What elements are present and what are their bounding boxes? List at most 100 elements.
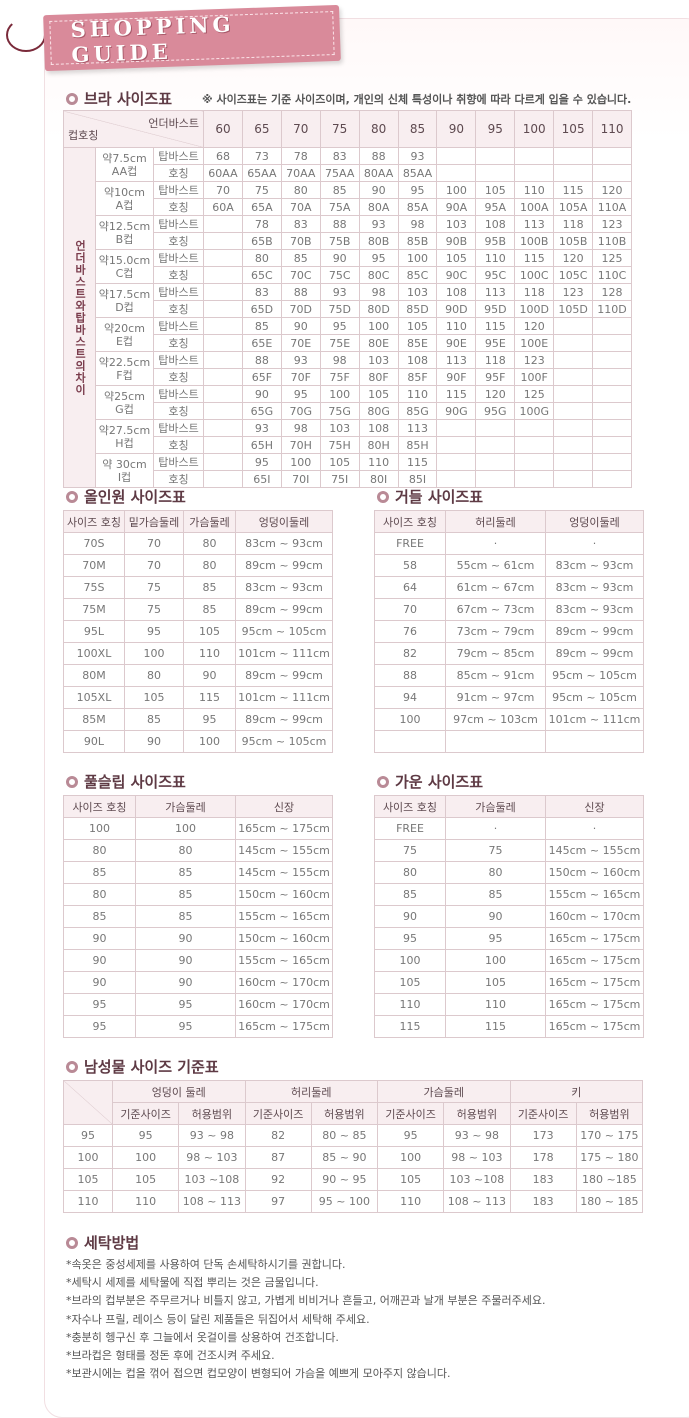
table-cell: 92 (244, 1168, 312, 1191)
underbust-header: 85 (397, 110, 438, 148)
table-cell: 80 (124, 664, 184, 687)
group-header: 가슴둘레 (377, 1080, 511, 1103)
allinone-title: 올인원 사이즈표 (84, 488, 186, 506)
table-cell: 95cm ~ 105cm (235, 730, 333, 753)
size-name-cell: 80E (358, 334, 399, 352)
topbust-cell: 125 (592, 249, 632, 267)
cup-cell: 약22.5cm F컵 (95, 351, 154, 386)
table-cell: 105 (183, 620, 236, 643)
topbust-cell (514, 147, 555, 165)
size-name-cell: 65AA (241, 164, 282, 182)
topbust-cell (553, 147, 594, 165)
underbust-label: 언더바스트 (148, 117, 200, 130)
size-name-cell: 75A (319, 198, 360, 216)
topbust-cell (203, 453, 243, 471)
table-cell: 165cm ~ 175cm (235, 1015, 333, 1038)
table-cell: 85 (374, 883, 446, 906)
size-name-cell: 95A (475, 198, 516, 216)
table-cell: 183 (509, 1190, 577, 1213)
fullslip-section-title: 풀슬립 사이즈표 (66, 771, 186, 792)
topbust-cell: 110 (397, 385, 438, 403)
table-row: 110 110 108 ~ 113 97 95 ~ 100 110 108 ~ 113 183… (63, 1190, 644, 1213)
table-cell: · (445, 532, 546, 555)
fullslip-size-table: 사이즈 호칭 가슴둘레 신장 100 100 165cm ~ 175cm 80 80 145cm… (63, 795, 333, 1038)
topbust-cell: 108 (475, 215, 516, 233)
table-row: 호칭 60AA 65AA 70AA 75AA 80AA 85AA (64, 164, 632, 182)
table-row: 80M 80 90 89cm ~ 99cm (63, 664, 333, 687)
sub-header: 허용범위 (178, 1102, 246, 1125)
row-label-name: 호칭 (152, 470, 205, 488)
underbust-header: 70 (280, 110, 321, 148)
size-name-cell: 70G (280, 402, 321, 420)
topbust-cell: 128 (592, 283, 632, 301)
table-cell: 75 (374, 839, 446, 862)
topbust-cell: 115 (436, 385, 477, 403)
table-row: 약20cm E컵 탑바스트 85 90 95 100 105 110 115 120 (64, 317, 632, 352)
column-header: 가슴둘레 (135, 795, 236, 818)
cup-range: 약25cm (104, 389, 145, 403)
table-cell (374, 730, 446, 753)
table-cell: 101cm ~ 111cm (235, 686, 333, 709)
topbust-cell: 93 (397, 147, 438, 165)
underbust-header: 95 (475, 110, 516, 148)
table-row: 70M 70 80 89cm ~ 99cm (63, 554, 333, 577)
table-cell: 85 (135, 905, 236, 928)
table-cell: 100 (124, 642, 184, 665)
row-label-topbust: 탑바스트 (152, 181, 205, 199)
topbust-cell: 120 (475, 385, 516, 403)
row-label-topbust: 탑바스트 (152, 283, 205, 301)
row-label-name: 호칭 (152, 436, 205, 454)
table-row: 100 100 165cm ~ 175cm (374, 949, 644, 972)
table-row: 90 90 150cm ~ 160cm (63, 927, 333, 950)
topbust-cell: 120 (514, 317, 555, 335)
topbust-cell: 95 (358, 249, 399, 267)
cup-cell: 약27.5cm H컵 (95, 419, 154, 454)
topbust-cell: 105 (319, 453, 360, 471)
table-cell: 165cm ~ 175cm (545, 1015, 644, 1038)
cup-cell: 약20cm E컵 (95, 317, 154, 352)
size-name-cell: 65A (241, 198, 282, 216)
size-name-cell: 70E (280, 334, 321, 352)
topbust-cell: 78 (280, 147, 321, 165)
size-name-cell: 110A (592, 198, 632, 216)
size-name-cell: 65I (241, 470, 282, 488)
table-cell: 85 (183, 576, 236, 599)
table-cell: 80 (374, 861, 446, 884)
topbust-cell: 75 (241, 181, 282, 199)
table-cell: 91cm ~ 97cm (445, 686, 546, 709)
table-row: 105XL 105 115 101cm ~ 111cm (63, 686, 333, 709)
size-name-cell (553, 402, 594, 420)
topbust-cell: 98 (397, 215, 438, 233)
topbust-cell: 120 (592, 181, 632, 199)
topbust-cell (592, 147, 632, 165)
size-name-cell: 60AA (203, 164, 243, 182)
row-label-topbust: 탑바스트 (152, 419, 205, 437)
table-cell: 70S (63, 532, 125, 555)
gown-section-title: 가운 사이즈표 (377, 771, 483, 792)
column-header: 사이즈 호칭 (374, 795, 446, 818)
size-name-cell: 75C (319, 266, 360, 284)
size-name-cell: 80A (358, 198, 399, 216)
size-name-cell (514, 470, 555, 488)
topbust-cell: 100 (358, 317, 399, 335)
table-cell: 89cm ~ 99cm (235, 664, 333, 687)
topbust-cell: 110 (358, 453, 399, 471)
topbust-cell: 90 (358, 181, 399, 199)
size-name-cell: 85C (397, 266, 438, 284)
table-cell: 89cm ~ 99cm (235, 554, 333, 577)
topbust-cell (592, 317, 632, 335)
table-row: 76 73cm ~ 79cm 89cm ~ 99cm (374, 620, 644, 643)
size-name-cell (514, 436, 555, 454)
row-label-topbust: 탑바스트 (152, 351, 205, 369)
row-label-topbust: 탑바스트 (152, 249, 205, 267)
topbust-cell: 78 (241, 215, 282, 233)
topbust-cell: 110 (475, 249, 516, 267)
cup-range: 약15.0cm (98, 253, 151, 267)
table-cell: 61cm ~ 67cm (445, 576, 546, 599)
table-cell: · (545, 817, 644, 840)
topbust-cell (203, 419, 243, 437)
topbust-cell: 115 (553, 181, 594, 199)
circle-bullet-icon (66, 1060, 78, 1073)
washing-line: *자수나 프릴, 레이스 등이 달린 제품들은 뒤집어서 세탁해 주세요. (66, 1312, 370, 1326)
table-row: 94 91cm ~ 97cm 95cm ~ 105cm (374, 686, 644, 709)
